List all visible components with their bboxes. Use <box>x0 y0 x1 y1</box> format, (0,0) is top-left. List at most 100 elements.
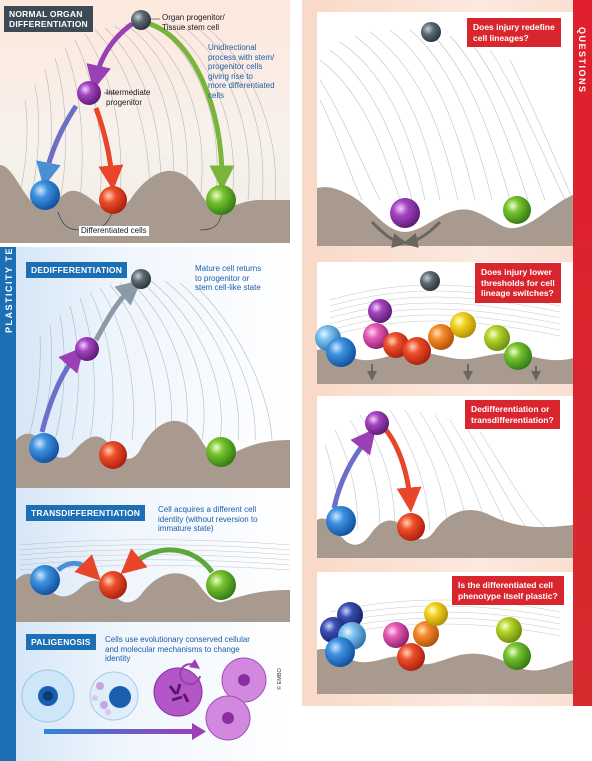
dediff-purple-ball <box>75 337 99 361</box>
blue-differentiated-ball <box>30 180 60 210</box>
trans-blue-ball <box>30 565 60 595</box>
q4-green-ball <box>503 642 531 670</box>
q2-blue-ball <box>326 337 356 367</box>
red-differentiated-ball <box>99 186 127 214</box>
question-line: Does injury redefine <box>473 22 555 32</box>
arrow-blue-to-red <box>56 554 101 581</box>
arrow-blue-to-purple <box>39 346 85 433</box>
q2-red-ball-1 <box>383 332 409 358</box>
normal-title-line2: DIFFERENTIATION <box>9 19 88 29</box>
paligenosis-arrow-shaft <box>44 729 194 734</box>
transdifferentiation-description: Cell acquires a different cell identity … <box>158 505 258 534</box>
plasticity-side-bar <box>0 247 16 761</box>
stem-label-line1: Organ progenitor/ <box>162 13 225 22</box>
paligenosis-arrow-head <box>192 723 206 740</box>
question-4: Is the differentiated cell phenotype its… <box>452 576 564 605</box>
normal-description: Unidirectional process with stem/ progen… <box>208 43 275 100</box>
palig-desc-line: and molecular mechanisms to change <box>105 644 240 654</box>
q2-orange-ball <box>428 324 454 350</box>
question1-landscape <box>317 12 574 246</box>
question-2: Does injury lower thresholds for cell li… <box>475 263 561 303</box>
embo-credit: © EMBO <box>277 668 283 690</box>
arrow-intermediate-to-blue <box>36 104 79 188</box>
question-line: phenotype itself plastic? <box>458 590 558 601</box>
question-line: transdifferentiation? <box>471 414 554 425</box>
arrow-purple-to-stem <box>93 279 142 342</box>
q3-red-ball <box>397 513 425 541</box>
intermediate-label-line1: Intermediate <box>106 88 151 97</box>
dediff-desc-line: to progenitor or <box>195 273 250 283</box>
paligenosis-title: PALIGENOSIS <box>26 634 96 650</box>
questions-side-bar <box>573 0 592 706</box>
q2-yellow-ball <box>450 312 476 338</box>
q4-lime-ball <box>496 617 522 643</box>
stem-cell-label: Organ progenitor/ Tissue stem cell <box>162 13 225 32</box>
arrow-green-to-red <box>120 547 215 575</box>
arrow-intermediate-to-red <box>93 107 124 191</box>
q4-orange-ball <box>413 621 439 647</box>
differentiated-cells-label: Differentiated cells <box>79 226 149 236</box>
normal-desc-line: process with stem/ <box>208 52 275 62</box>
dedifferentiation-title: DEDIFFERENTIATION <box>26 262 128 278</box>
intermediate-label-line2: progenitor <box>106 97 143 107</box>
q1-purple-ball <box>390 198 420 228</box>
green-differentiated-ball <box>206 185 236 215</box>
q4-blue-ball <box>325 637 355 667</box>
q4-pink-ball <box>383 622 409 648</box>
q2-red-ball-2 <box>403 337 431 365</box>
q2-purple-ball <box>368 299 392 323</box>
normal-desc-line: giving rise to <box>208 71 253 81</box>
arrow-stem-to-green <box>149 21 235 191</box>
paligenosis-cells <box>21 657 267 741</box>
normal-desc-line: more differentiated <box>208 81 275 90</box>
dediff-desc-line: Mature cell returns <box>195 264 262 273</box>
paligenosis-description: Cells use evolutionary conserved cellula… <box>105 635 250 664</box>
normal-title: NORMAL ORGAN DIFFERENTIATION <box>4 6 93 32</box>
normal-desc-line: Unidirectional <box>208 43 257 52</box>
normal-title-line1: NORMAL ORGAN <box>9 9 83 19</box>
q2-lime-ball <box>484 325 510 351</box>
q2-stem-ball <box>420 271 440 291</box>
question-line: Is the differentiated cell <box>458 580 553 590</box>
dediff-desc-line: stem cell-like state <box>195 283 261 292</box>
normal-desc-line: cells <box>208 90 225 100</box>
trans-desc-line: Cell acquires a different cell <box>158 505 257 514</box>
intermediate-label: Intermediate progenitor <box>106 88 150 107</box>
question-1: Does injury redefine cell lineages? <box>467 18 561 47</box>
dedifferentiation-landscape <box>16 279 290 488</box>
q3-arrow-purple-to-red <box>383 428 422 513</box>
question-line: thresholds for cell <box>481 277 555 288</box>
palig-desc-line: Cells use evolutionary conserved cellula… <box>105 635 250 644</box>
trans-desc-line: immature state) <box>158 524 214 533</box>
question-line: lineage switches? <box>481 288 554 298</box>
q4-navy-ball-1 <box>337 602 363 628</box>
dediff-blue-ball <box>29 433 59 463</box>
question-3: Dedifferentiation or transdifferentiatio… <box>465 400 560 429</box>
q1-left-arrow <box>370 220 408 248</box>
q1-green-ball <box>503 196 531 224</box>
dediff-red-ball <box>99 441 127 469</box>
q3-blue-ball <box>326 506 356 536</box>
question-line: Does injury lower <box>481 267 552 277</box>
q3-purple-ball <box>365 411 389 435</box>
q2-green-ball <box>504 342 532 370</box>
q4-yellow-ball <box>424 602 448 626</box>
palig-desc-line: identity <box>105 654 131 663</box>
q3-arrow-blue-to-purple <box>331 428 376 509</box>
trans-desc-line: identity (without reversion to <box>158 514 258 524</box>
stem-cell-ball <box>131 10 151 30</box>
trans-red-ball <box>99 571 127 599</box>
q1-stem-ball <box>421 22 441 42</box>
question-line: cell lineages? <box>473 32 529 43</box>
arrow-stem-to-intermediate <box>86 21 134 91</box>
trans-green-ball <box>206 570 236 600</box>
dediff-green-ball <box>206 437 236 467</box>
q1-right-arrow <box>402 220 442 248</box>
dedifferentiation-description: Mature cell returns to progenitor or ste… <box>195 264 261 293</box>
q4-red-ball <box>397 643 425 671</box>
transdifferentiation-title: TRANSDIFFERENTIATION <box>26 505 146 521</box>
question-line: Dedifferentiation or <box>471 404 550 414</box>
q2-pink-ball <box>363 323 389 349</box>
normal-desc-line: progenitor cells <box>208 62 263 71</box>
stem-label-line2: Tissue stem cell <box>162 22 220 32</box>
